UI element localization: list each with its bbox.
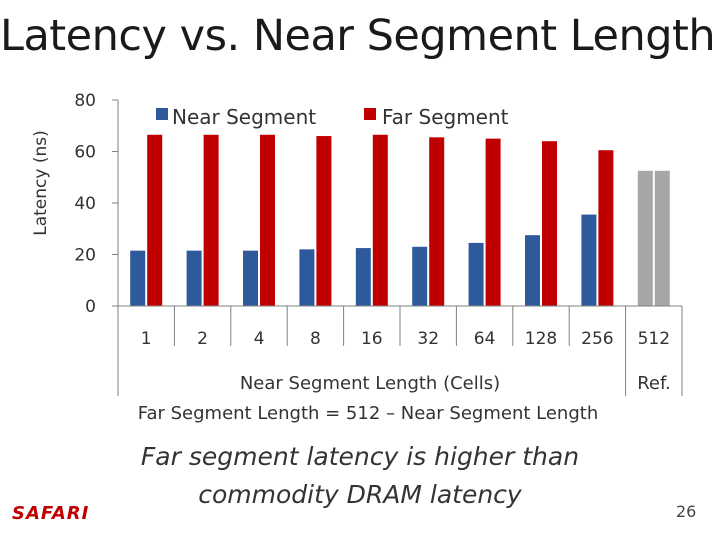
near-segment-bar bbox=[355, 248, 371, 306]
near-segment-bar bbox=[299, 249, 315, 306]
x-axis-sublabel: Far Segment Length = 512 – Near Segment … bbox=[138, 403, 599, 424]
near-segment-bar bbox=[130, 250, 146, 306]
far-segment-bar bbox=[372, 134, 388, 306]
footer-note: Far segment latency is higher than commo… bbox=[140, 442, 580, 509]
x-tick-label: 16 bbox=[361, 329, 383, 349]
far-segment-bar bbox=[542, 141, 557, 306]
reference-bar bbox=[654, 170, 670, 306]
far-segment-bar bbox=[316, 136, 332, 306]
legend-label-near: Near Segment bbox=[172, 105, 316, 129]
x-tick-label: 32 bbox=[417, 329, 439, 349]
far-segment-bar bbox=[429, 137, 445, 306]
near-segment-bar bbox=[581, 214, 597, 306]
near-segment-bar bbox=[243, 250, 258, 306]
x-tick-label: 2 bbox=[197, 329, 208, 349]
x-tick-label: 1 bbox=[141, 329, 152, 349]
legend-swatch-near bbox=[156, 108, 168, 120]
legend-label-far: Far Segment bbox=[382, 105, 509, 129]
y-tick-label: 80 bbox=[74, 91, 96, 111]
far-segment-bar bbox=[203, 134, 219, 306]
slide-title: Latency vs. Near Segment Length bbox=[0, 11, 716, 61]
far-segment-bar bbox=[485, 138, 501, 306]
reference-label: Ref. bbox=[637, 373, 671, 394]
safari-logo: SAFARI bbox=[12, 503, 90, 524]
near-segment-bar bbox=[525, 235, 540, 306]
y-tick-label: 20 bbox=[74, 246, 96, 266]
near-segment-bar bbox=[468, 242, 484, 306]
x-tick-label: 4 bbox=[254, 329, 265, 349]
x-tick-label: 128 bbox=[525, 329, 557, 349]
near-segment-bar bbox=[186, 250, 202, 306]
reference-bar bbox=[637, 170, 653, 306]
y-axis-label: Latency (ns) bbox=[31, 130, 51, 236]
x-tick-label: 512 bbox=[638, 329, 670, 349]
x-axis-label: Near Segment Length (Cells) bbox=[240, 373, 500, 394]
far-segment-bar bbox=[147, 134, 163, 306]
page-number: 26 bbox=[676, 502, 697, 521]
x-tick-label: 64 bbox=[474, 329, 496, 349]
far-segment-bar bbox=[598, 150, 614, 306]
y-tick-label: 0 bbox=[85, 297, 96, 317]
y-tick-label: 40 bbox=[74, 194, 96, 214]
legend-swatch-far bbox=[364, 108, 376, 120]
far-segment-bar bbox=[260, 134, 275, 306]
y-tick-label: 60 bbox=[74, 143, 96, 163]
near-segment-bar bbox=[412, 246, 428, 306]
x-tick-label: 256 bbox=[581, 329, 613, 349]
x-tick-label: 8 bbox=[310, 329, 321, 349]
